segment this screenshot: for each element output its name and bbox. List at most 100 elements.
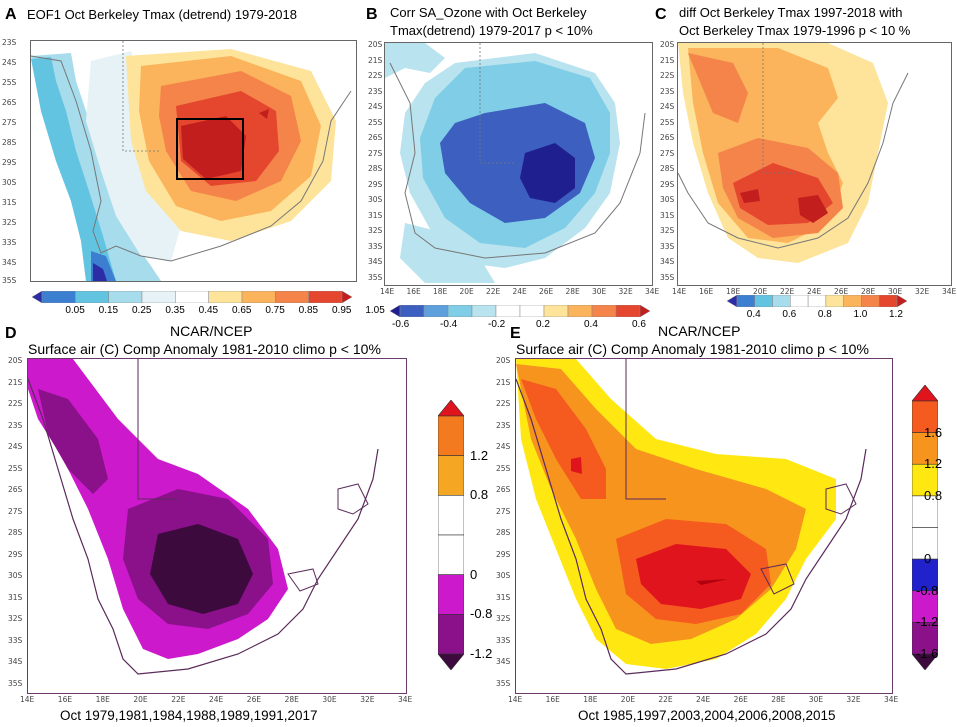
- a-colorbar-label-9: 1.05: [365, 305, 385, 316]
- c-colorbar-label-1: 0.6: [782, 309, 797, 320]
- d-lat-tick-6: 26S: [8, 485, 23, 494]
- c-lat-tick-0: 20S: [660, 40, 675, 49]
- panel-e-years: Oct 1985,1997,2003,2004,2006,2008,2015: [578, 708, 836, 723]
- c-lat-tick-5: 25S: [660, 117, 675, 127]
- c-lat-tick-2: 22S: [660, 71, 675, 80]
- panel-letter-b: B: [366, 6, 378, 23]
- a-lat-tick-9: 32S: [2, 218, 17, 227]
- c-colorbar-label-4: 1.2: [889, 309, 903, 320]
- b-lat-tick-6: 26S: [368, 133, 383, 142]
- a-colorbar-label-3: 0.35: [165, 305, 185, 316]
- c-lat-tick-1: 21S: [660, 55, 675, 65]
- cbarE-swatch-5: [912, 527, 938, 560]
- c-lon-tick-1: 16E: [699, 287, 714, 296]
- cbarC-swatch-5: [807, 295, 827, 307]
- e-lat-tick-0: 20S: [496, 356, 511, 365]
- cbarB-swatch-8: [567, 305, 593, 317]
- b-lat-tick-0: 20S: [368, 40, 383, 49]
- b-lon-tick-9: 32E: [618, 287, 633, 296]
- e-colorbar-label-5: -1.2: [916, 614, 939, 630]
- c-lat-tick-7: 27S: [660, 148, 675, 158]
- c-colorbar-label-3: 1.0: [853, 309, 868, 320]
- c-lat-tick-8: 28S: [660, 164, 675, 173]
- b-lon-tick-10: 34E: [645, 287, 660, 296]
- cbarB-swatch-4: [471, 305, 497, 317]
- cbarB-swatch-3: [447, 305, 473, 317]
- c-lat-tick-10: 30S: [660, 195, 675, 204]
- cbarD-swatch-6: [438, 614, 464, 655]
- panel-c-map: [677, 42, 952, 286]
- e-lon-tick-2: 18E: [583, 695, 598, 704]
- cbarB-swatch-0: [390, 305, 401, 317]
- c-lat-tick-15: 35S: [660, 272, 675, 282]
- e-lat-tick-3: 23S: [496, 420, 511, 430]
- d-colorbar-label-1: 0.8: [470, 487, 489, 503]
- c-lat-tick-9: 29S: [660, 179, 675, 189]
- e-lon-tick-10: 34E: [884, 695, 899, 704]
- d-lon-tick-3: 20E: [133, 695, 148, 704]
- cbarD-swatch-5: [438, 574, 464, 615]
- b-lat-tick-12: 32S: [368, 226, 383, 235]
- panel-b-map: [384, 42, 653, 286]
- cbarD-swatch-7: [438, 653, 464, 670]
- a-colorbar-label-0: 0.05: [65, 305, 85, 316]
- cbarB-swatch-2: [423, 305, 449, 317]
- cbarD-swatch-1: [438, 415, 464, 456]
- cbarA-swatch-3: [108, 291, 143, 303]
- cbarA-swatch-9: [308, 291, 343, 303]
- b-lat-tick-9: 29S: [368, 179, 383, 189]
- panel-e-colorbar: [912, 385, 938, 670]
- d-lat-tick-5: 25S: [8, 463, 23, 473]
- cbarB-swatch-10: [615, 305, 641, 317]
- cbarD-swatch-0: [438, 400, 464, 417]
- a-lat-tick-5: 28S: [2, 138, 17, 147]
- cbarC-swatch-10: [896, 295, 907, 307]
- c-lat-tick-6: 26S: [660, 133, 675, 142]
- a-lat-tick-4: 27S: [2, 118, 17, 127]
- cbarC-swatch-3: [772, 295, 791, 307]
- cbarC-swatch-2: [754, 295, 773, 307]
- cbarB-swatch-6: [519, 305, 545, 317]
- b-colorbar-label-5: 0.6: [632, 319, 646, 330]
- panel-e-title: Surface air (C) Comp Anomaly 1981-2010 c…: [516, 341, 869, 357]
- a-colorbar-label-8: 0.95: [332, 305, 352, 316]
- panel-c-title-line2: Oct Berkeley Tmax 1979-1996 p < 10 %: [679, 23, 911, 38]
- d-lat-tick-7: 27S: [8, 506, 23, 516]
- e-lat-tick-14: 34S: [496, 657, 511, 666]
- e-lat-tick-6: 26S: [496, 485, 511, 494]
- cbarC-swatch-7: [843, 295, 862, 307]
- d-lat-tick-13: 33S: [8, 635, 23, 645]
- d-lon-tick-0: 14E: [20, 695, 35, 704]
- b-lat-tick-8: 28S: [368, 164, 383, 173]
- cbarB-swatch-7: [543, 305, 569, 317]
- e-lon-tick-8: 30E: [808, 695, 824, 704]
- e-colorbar-label-2: 0.8: [924, 487, 943, 503]
- b-lat-tick-13: 33S: [368, 241, 383, 251]
- c-lon-tick-3: 20E: [753, 287, 768, 296]
- d-lon-tick-9: 32E: [360, 695, 375, 704]
- c-lat-tick-12: 32S: [660, 226, 675, 235]
- a-lat-tick-10: 33S: [2, 238, 17, 247]
- panel-d-map: [27, 358, 407, 694]
- c-lon-tick-10: 34E: [942, 287, 957, 296]
- panel-c-title-line1: diff Oct Berkeley Tmax 1997-2018 with: [679, 5, 903, 20]
- cbarE-swatch-7: [912, 590, 938, 623]
- c-lon-tick-7: 28E: [861, 287, 876, 296]
- d-lon-tick-2: 18E: [95, 695, 110, 704]
- c-lat-tick-4: 24S: [660, 102, 675, 111]
- a-lat-tick-0: 23S: [2, 38, 17, 47]
- a-colorbar-label-2: 0.25: [132, 305, 152, 316]
- panel-letter-c: C: [655, 6, 667, 23]
- e-lat-tick-1: 21S: [496, 377, 511, 387]
- e-lon-tick-7: 28E: [771, 695, 786, 704]
- panel-a-colorbar: [32, 291, 352, 303]
- e-lon-tick-5: 24E: [696, 695, 711, 704]
- b-lon-tick-7: 28E: [565, 287, 580, 296]
- panel-letter-a: A: [5, 6, 17, 23]
- cbarB-swatch-9: [591, 305, 617, 317]
- b-colorbar-label-2: -0.2: [488, 319, 506, 330]
- b-lat-tick-10: 30S: [368, 195, 383, 204]
- d-lon-tick-4: 22E: [171, 695, 186, 704]
- a-lat-tick-3: 26S: [2, 98, 17, 107]
